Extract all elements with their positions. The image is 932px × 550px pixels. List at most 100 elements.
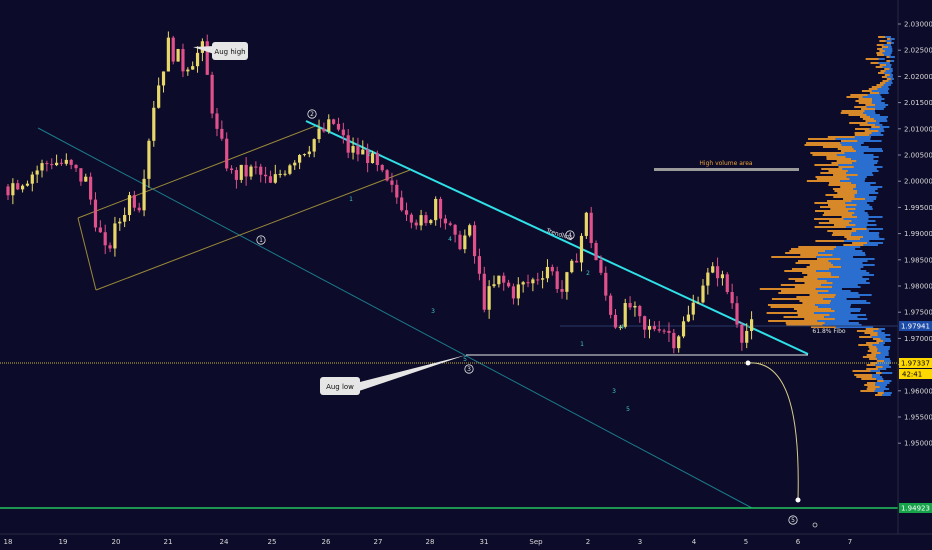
volume-bar-sell	[826, 156, 846, 158]
volume-bar-buy	[883, 360, 891, 362]
candle-bull	[249, 166, 253, 177]
candle-bull	[35, 170, 39, 175]
volume-bar-buy	[871, 132, 881, 134]
candle-bull	[298, 155, 302, 163]
volume-bar-buy	[814, 304, 851, 306]
candle-bull	[11, 183, 15, 196]
volume-bar-sell	[866, 354, 877, 356]
aug-low-label: Aug low	[326, 383, 354, 391]
volume-bar-sell	[875, 394, 883, 396]
volume-bar-buy	[832, 254, 866, 256]
candle-bull	[686, 314, 690, 322]
volume-bar-buy	[856, 160, 879, 162]
candle-bear	[268, 176, 273, 183]
volume-bar-buy	[831, 274, 874, 276]
candle-bull	[633, 305, 637, 308]
volume-bar-buy	[872, 344, 884, 346]
candle-bull	[351, 146, 355, 153]
volume-bar-buy	[866, 106, 886, 108]
volume-bar-sell	[854, 106, 867, 108]
wave-label-minor: 4	[448, 236, 452, 243]
volume-bar-sell	[799, 300, 832, 302]
candle-bear	[356, 146, 360, 155]
volume-bar-buy	[877, 358, 891, 360]
candle-bear	[220, 128, 224, 139]
volume-bar-buy	[835, 326, 874, 328]
candle-bear	[74, 164, 78, 169]
volume-bar-buy	[849, 222, 868, 224]
volume-bar-buy	[830, 262, 863, 264]
volume-bar-sell	[810, 152, 845, 154]
volume-bar-buy	[875, 388, 890, 390]
candle-bull	[186, 69, 190, 72]
candle-bull	[30, 174, 34, 184]
volume-bar-buy	[832, 286, 861, 288]
volume-bar-sell	[770, 306, 819, 308]
wave-label-minor: 1	[580, 341, 584, 348]
volume-bar-buy	[856, 216, 883, 218]
volume-bar-sell	[795, 262, 831, 264]
volume-bar-sell	[815, 176, 847, 178]
candle-bull	[113, 223, 117, 249]
volume-bar-sell	[771, 256, 817, 258]
volume-bar-sell	[861, 90, 872, 92]
countdown-label: 42:41	[902, 371, 922, 379]
candle-bear	[409, 214, 413, 223]
volume-bar-sell	[840, 150, 856, 152]
wave-label-major: 1	[259, 237, 263, 244]
volume-bar-sell	[766, 312, 814, 314]
aug-low-bubble	[320, 377, 360, 395]
time-axis[interactable]: 18 19 20 21 24 25 26 27 28 31 Sep 2 3 4 5 6 7	[0, 533, 932, 546]
volume-bar-buy	[825, 250, 863, 252]
volume-bar-sell	[856, 330, 874, 332]
candle-bull	[749, 319, 754, 331]
volume-bar-buy	[855, 224, 877, 226]
candle-bull	[152, 107, 156, 141]
volume-bar-sell	[807, 274, 832, 276]
candle-bull	[681, 321, 686, 337]
candle-bull	[283, 173, 287, 175]
volume-bar-sell	[820, 172, 847, 174]
volume-bar-sell	[797, 314, 830, 316]
volume-bar-buy	[857, 192, 879, 194]
volume-bar-sell	[871, 86, 882, 88]
volume-bar-buy	[844, 152, 864, 154]
volume-bar-buy	[843, 218, 869, 220]
volume-bar-sell	[865, 120, 877, 122]
volume-bar-buy	[824, 316, 858, 318]
volume-bar-buy	[869, 128, 884, 130]
candle-bear	[628, 303, 632, 308]
volume-bar-sell	[879, 82, 886, 84]
candle-bear	[210, 74, 214, 114]
volume-bar-sell	[804, 282, 833, 284]
candle-bear	[16, 183, 20, 190]
volume-bar-buy	[848, 210, 865, 212]
volume-bar-buy	[831, 308, 861, 310]
volume-bar-sell	[828, 170, 848, 172]
price-tick-label: 1.98000	[904, 283, 932, 291]
candle-bull	[706, 272, 710, 286]
aug-high-label: Aug high	[214, 48, 245, 56]
volume-bar-buy	[849, 178, 866, 180]
candle-bear	[740, 324, 744, 343]
volume-bar-buy	[876, 378, 884, 380]
candle-bull	[317, 128, 321, 140]
high-volume-area-label: High volume area	[699, 160, 753, 167]
volume-bar-sell	[807, 138, 836, 140]
volume-bar-sell	[837, 148, 854, 150]
volume-bar-buy	[846, 176, 867, 178]
candle-bull	[623, 303, 627, 327]
aug-high-callout: Aug high	[193, 42, 248, 60]
volume-bar-sell	[866, 388, 876, 390]
volume-bar-sell	[876, 84, 884, 86]
candle-bear	[560, 289, 564, 292]
volume-bar-sell	[840, 186, 856, 188]
wave-circle-marker	[256, 235, 266, 245]
volume-bar-buy	[856, 184, 871, 186]
candle-bear	[482, 273, 486, 310]
volume-bar-buy	[862, 96, 882, 98]
candle-bull	[312, 139, 316, 152]
volume-bar-sell	[878, 36, 886, 38]
candle-bear	[404, 210, 409, 215]
